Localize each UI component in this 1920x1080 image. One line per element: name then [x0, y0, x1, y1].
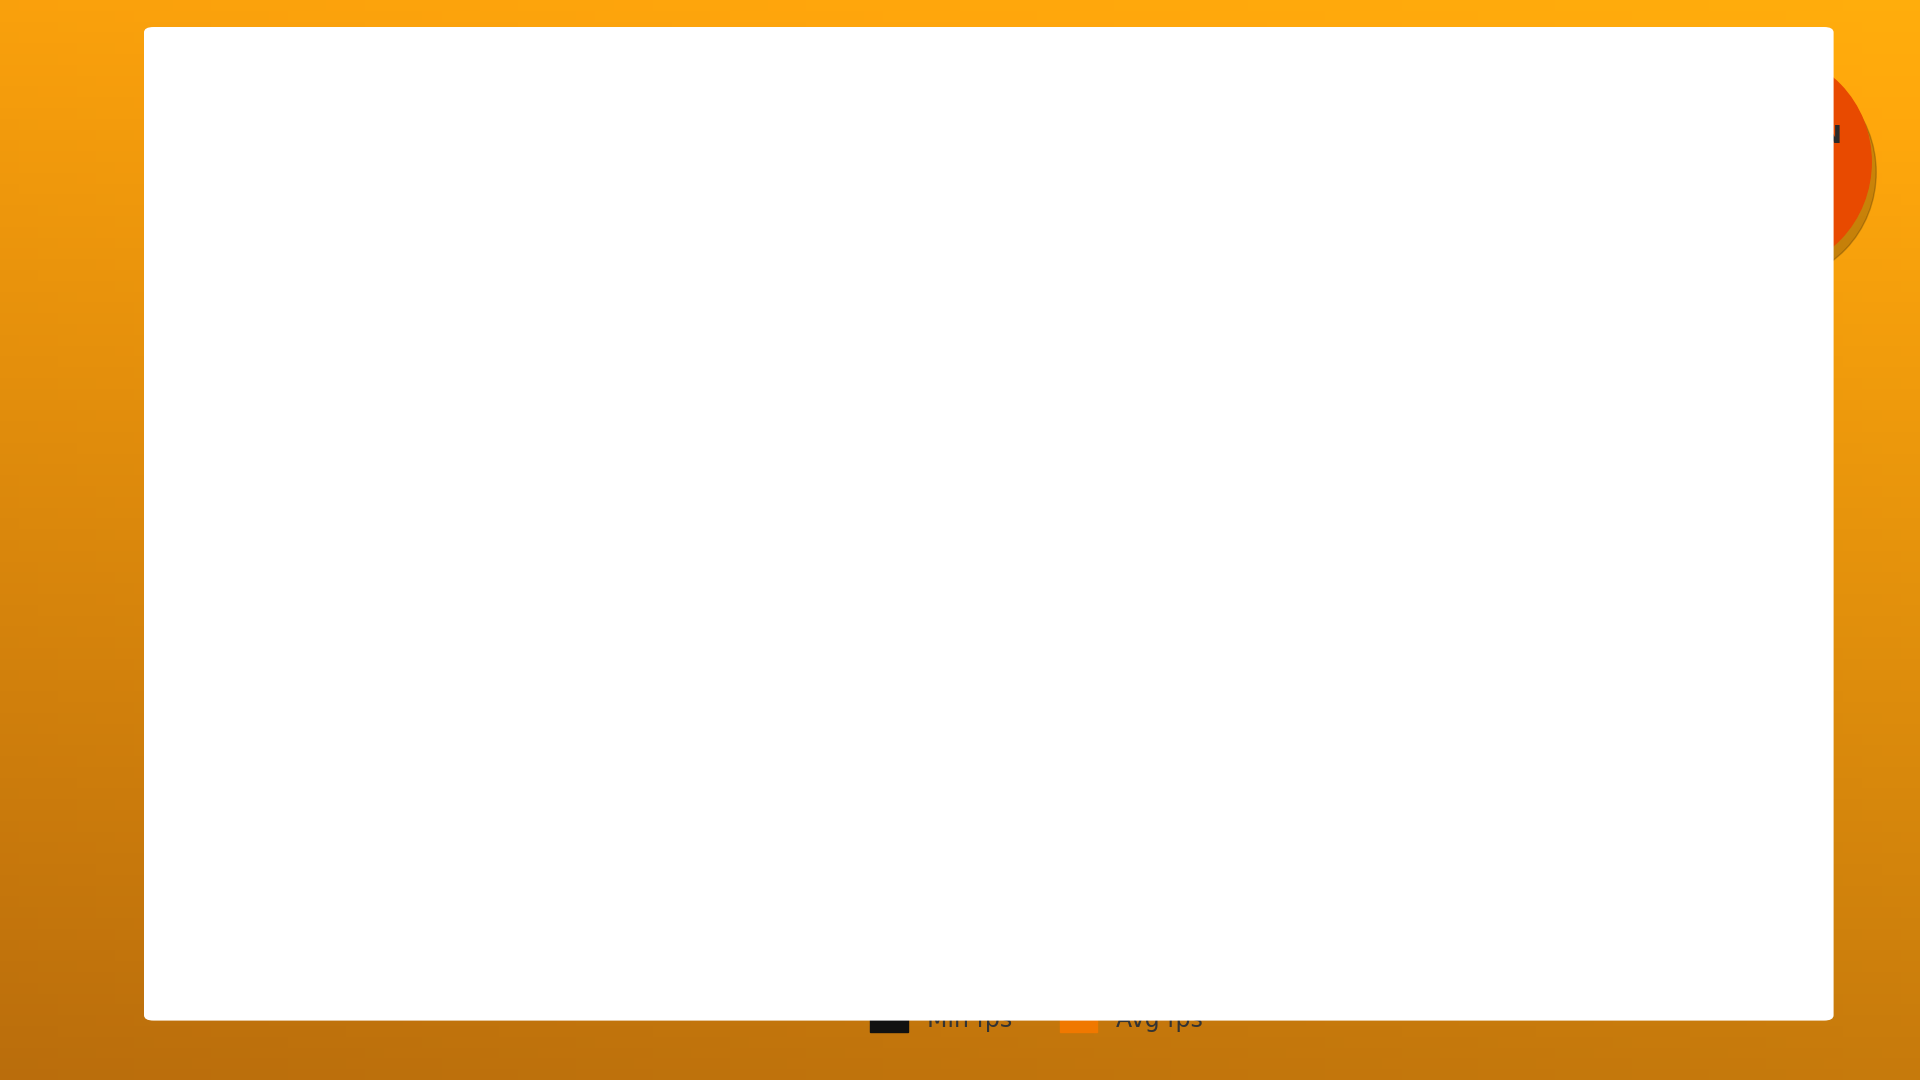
Text: N: N [1820, 124, 1841, 148]
Circle shape [1667, 64, 1876, 281]
Bar [346, 762, 1100, 821]
Text: 65: 65 [766, 195, 799, 219]
Bar [346, 568, 1075, 626]
Text: 116: 116 [1087, 585, 1137, 609]
Bar [346, 248, 829, 307]
Text: 120: 120 [1112, 780, 1162, 804]
Legend: Min fps, Avg fps: Min fps, Avg fps [860, 997, 1213, 1041]
Title: Microsoft Flight Simulator: Microsoft Flight Simulator [730, 66, 1344, 108]
Bar [346, 178, 755, 237]
Text: 79: 79 [854, 460, 887, 484]
Bar [346, 373, 766, 431]
Bar [346, 833, 1388, 891]
Bar [346, 443, 843, 501]
Circle shape [1661, 53, 1872, 271]
Bar [346, 638, 1332, 697]
Text: 77: 77 [843, 266, 876, 289]
Text: 166: 166 [1402, 850, 1452, 874]
Text: 67: 67 [780, 390, 812, 415]
Text: 157: 157 [1344, 654, 1394, 679]
Text: PCG: PCG [1707, 148, 1795, 186]
